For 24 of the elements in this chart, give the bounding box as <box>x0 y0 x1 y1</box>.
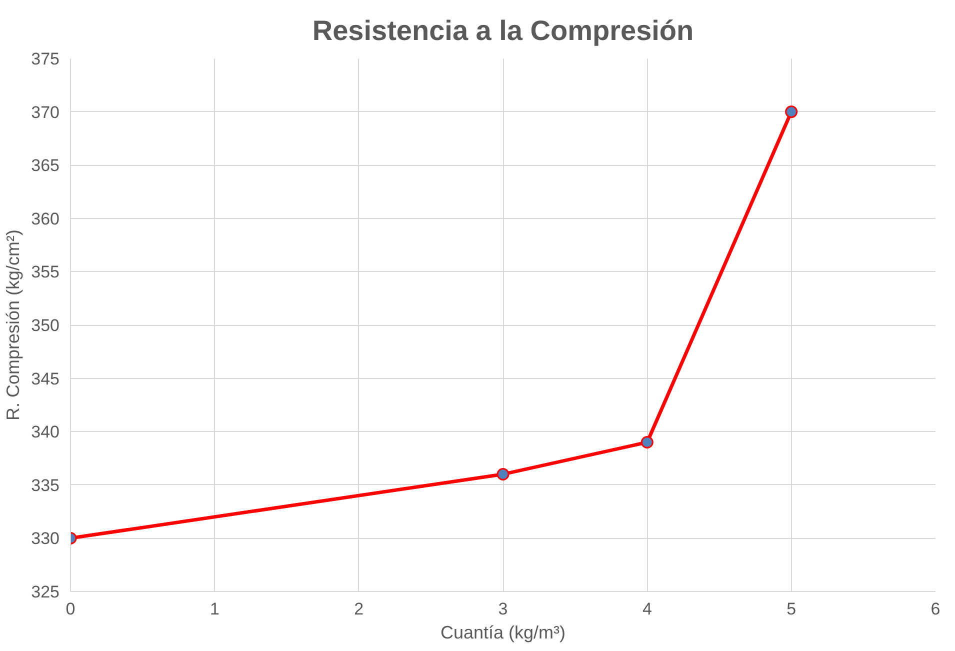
y-tick-label: 370 <box>31 102 60 122</box>
x-tick-label: 2 <box>354 600 364 618</box>
x-axis-title: Cuantía (kg/m³) <box>440 622 566 642</box>
y-tick-label: 360 <box>31 209 60 228</box>
y-tick-label: 375 <box>31 50 60 68</box>
y-tick-label: 340 <box>31 422 60 442</box>
y-tick-label: 365 <box>31 156 60 176</box>
y-tick-label: 355 <box>31 262 60 282</box>
chart-title: Resistencia a la Compresión <box>312 15 694 46</box>
x-tick-label: 4 <box>642 600 652 618</box>
point <box>496 468 510 480</box>
y-tick-label: 330 <box>31 529 60 548</box>
y-tick-label: 345 <box>31 369 60 388</box>
x-tick-label: 6 <box>930 600 940 618</box>
y-tick-label: 325 <box>31 582 60 602</box>
point <box>785 106 798 118</box>
x-tick-label: 1 <box>210 600 220 618</box>
y-axis-title: R. Compresión (kg/cm²) <box>3 229 24 421</box>
y-tick-label: 350 <box>31 316 60 335</box>
y-tick-label: 335 <box>31 476 60 495</box>
x-tick-label: 0 <box>66 600 76 618</box>
point <box>640 436 654 448</box>
x-tick-label: 5 <box>786 600 796 618</box>
x-tick-label: 3 <box>498 600 508 618</box>
